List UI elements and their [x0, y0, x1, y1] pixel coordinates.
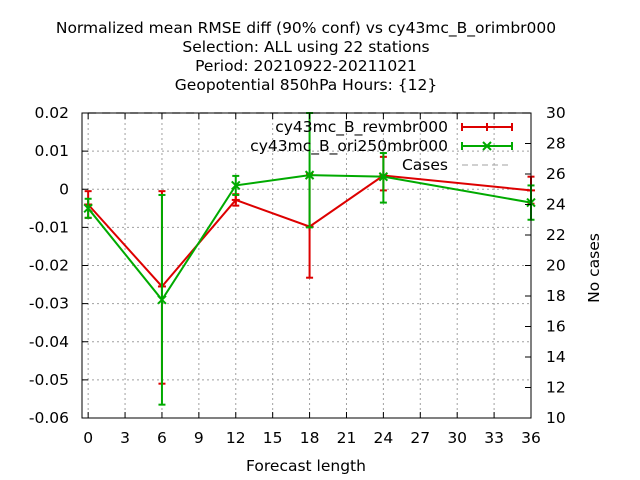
- x-tick-label: 6: [157, 429, 167, 447]
- y-tick-label: -0.03: [29, 295, 69, 313]
- data-point-marker: [83, 203, 93, 214]
- data-point-marker: [482, 141, 492, 151]
- x-tick-label: 36: [521, 429, 541, 447]
- grid: [82, 112, 532, 419]
- data-point-marker: [378, 171, 389, 182]
- x-tick-label: 24: [374, 429, 394, 447]
- title-line-4: Geopotential 850hPa Hours: {12}: [175, 76, 437, 94]
- y-tick-label: 0: [59, 180, 69, 198]
- legend: cy43mc_B_revmbr000cy43mc_B_ori250mbr000C…: [250, 118, 513, 174]
- x-axis-label: Forecast length: [246, 457, 366, 475]
- x-tick-label: 12: [226, 429, 246, 447]
- x-tick-label: 33: [484, 429, 504, 447]
- y-tick-label: -0.01: [29, 218, 69, 236]
- x-tick-label: 9: [194, 429, 204, 447]
- title-line-1: Normalized mean RMSE diff (90% conf) vs …: [56, 19, 556, 38]
- ticks: 0 3 6 9 12 15 18 21 24 27 30 33 360.020.010-0.01-0.0…: [29, 104, 566, 447]
- y-tick-label: -0.04: [29, 333, 69, 351]
- x-tick-label: 0: [83, 429, 93, 447]
- series-line: [87, 174, 532, 288]
- y2-tick-label: 28: [546, 135, 566, 153]
- y-tick-label: -0.06: [29, 409, 69, 427]
- y-tick-label: -0.05: [29, 371, 69, 389]
- data-series: [83, 112, 536, 406]
- x-tick-label: 18: [300, 429, 320, 447]
- y-tick-label: 0.02: [34, 104, 69, 122]
- x-tick-label: 3: [120, 429, 130, 447]
- title-line-2: Selection: ALL using 22 stations: [182, 38, 429, 56]
- y2-tick-label: 20: [546, 257, 566, 275]
- y2-tick-label: 16: [546, 318, 566, 336]
- chart-title: Normalized mean RMSE diff (90% conf) vs …: [56, 19, 556, 94]
- y2-tick-label: 24: [546, 196, 566, 214]
- legend-label: cy43mc_B_revmbr000: [275, 118, 448, 137]
- y2-tick-label: 30: [546, 104, 566, 122]
- y2-tick-label: 22: [546, 226, 566, 244]
- y2-tick-label: 18: [546, 287, 566, 305]
- y2-axis-label: No cases: [585, 233, 603, 303]
- y2-tick-label: 12: [546, 379, 566, 397]
- data-point-marker: [304, 170, 315, 180]
- y-tick-label: -0.02: [29, 257, 69, 275]
- x-tick-label: 30: [447, 429, 467, 447]
- legend-label: cy43mc_B_ori250mbr000: [250, 137, 448, 156]
- y-tick-label: 0.01: [34, 142, 69, 160]
- title-line-3: Period: 20210922-20211021: [195, 57, 417, 75]
- x-tick-label: 15: [263, 429, 283, 447]
- series-cy43mc_B_ori250mbr000: [83, 112, 536, 406]
- y2-tick-label: 26: [546, 165, 566, 183]
- data-point-marker: [231, 180, 241, 191]
- legend-label: Cases: [402, 156, 448, 174]
- series-line: [87, 174, 532, 302]
- data-point-marker: [157, 295, 167, 305]
- x-tick-label: 21: [337, 429, 357, 447]
- x-tick-label: 27: [410, 429, 430, 447]
- y2-tick-label: 10: [546, 409, 566, 427]
- y2-tick-label: 14: [546, 348, 566, 366]
